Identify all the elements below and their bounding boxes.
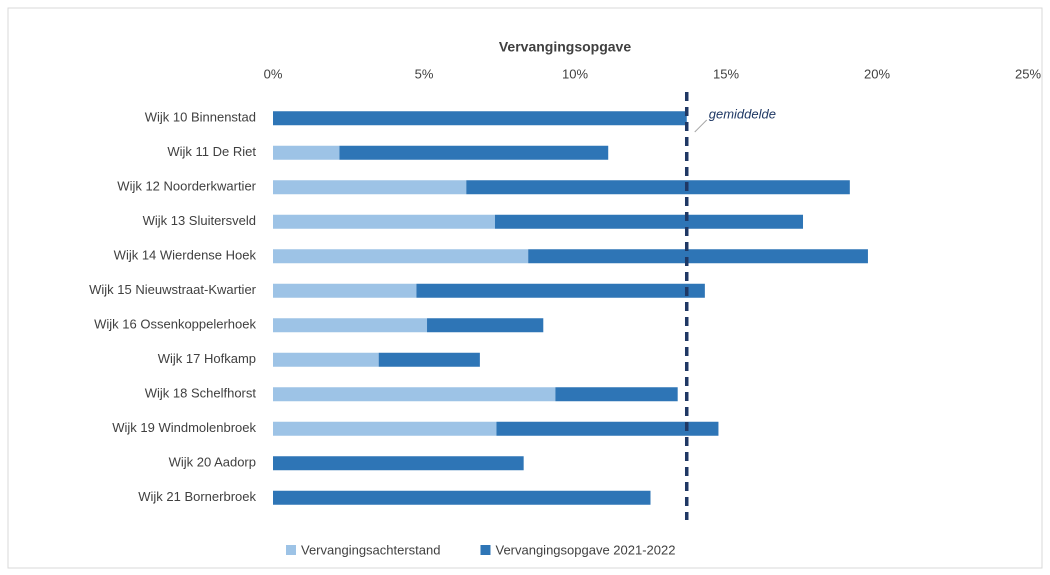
bar-segment — [273, 111, 687, 126]
bar-segment — [273, 421, 497, 436]
x-tick-label: 20% — [864, 66, 890, 81]
bar-segment — [273, 387, 556, 402]
annotation-leader — [694, 119, 708, 133]
y-tick-label: Wijk 21 Bornerbroek — [138, 489, 256, 504]
legend-swatch — [286, 545, 296, 555]
y-tick-label: Wijk 16 Ossenkoppelerhoek — [94, 317, 256, 332]
bar-segment — [273, 249, 529, 264]
bar-segment — [273, 283, 417, 298]
legend-swatch — [480, 545, 491, 555]
bar-segment — [273, 490, 651, 505]
bar-segment — [494, 214, 804, 229]
annotation-label: gemiddelde — [709, 106, 776, 121]
bar-segment — [466, 180, 850, 195]
bar-segment — [273, 352, 379, 367]
legend-label: Vervangingsachterstand — [301, 542, 440, 557]
x-tick-label: 10% — [562, 66, 588, 81]
y-tick-label: Wijk 10 Binnenstad — [145, 110, 256, 125]
bar-segment — [555, 387, 678, 402]
bar-segment — [528, 249, 868, 264]
y-tick-label: Wijk 19 Windmolenbroek — [112, 420, 256, 435]
y-tick-label: Wijk 20 Aadorp — [169, 455, 256, 470]
bar-segment — [273, 456, 524, 471]
y-tick-label: Wijk 11 De Riet — [167, 144, 256, 159]
bar-segment — [273, 145, 340, 160]
y-tick-label: Wijk 17 Hofkamp — [158, 351, 256, 366]
x-tick-label: 15% — [713, 66, 739, 81]
bar-segment — [416, 283, 705, 298]
bar-segment — [273, 180, 467, 195]
y-tick-label: Wijk 13 Sluitersveld — [143, 213, 256, 228]
chart-title: Vervangingsopgave — [499, 39, 631, 55]
bar-segment — [339, 145, 609, 160]
y-tick-label: Wijk 15 Nieuwstraat-Kwartier — [89, 282, 257, 297]
x-tick-label: 0% — [264, 66, 283, 81]
y-tick-label: Wijk 12 Noorderkwartier — [117, 179, 256, 194]
bar-segment — [378, 352, 480, 367]
x-tick-label: 25% — [1015, 66, 1041, 81]
bar-segment — [273, 318, 428, 333]
x-tick-label: 5% — [415, 66, 434, 81]
bar-segment — [496, 421, 719, 436]
bar-segment — [427, 318, 544, 333]
legend-label: Vervangingsopgave 2021-2022 — [495, 542, 675, 557]
y-tick-label: Wijk 18 Schelfhorst — [145, 386, 257, 401]
bar-segment — [273, 214, 495, 229]
y-tick-label: Wijk 14 Wierdense Hoek — [114, 248, 257, 263]
